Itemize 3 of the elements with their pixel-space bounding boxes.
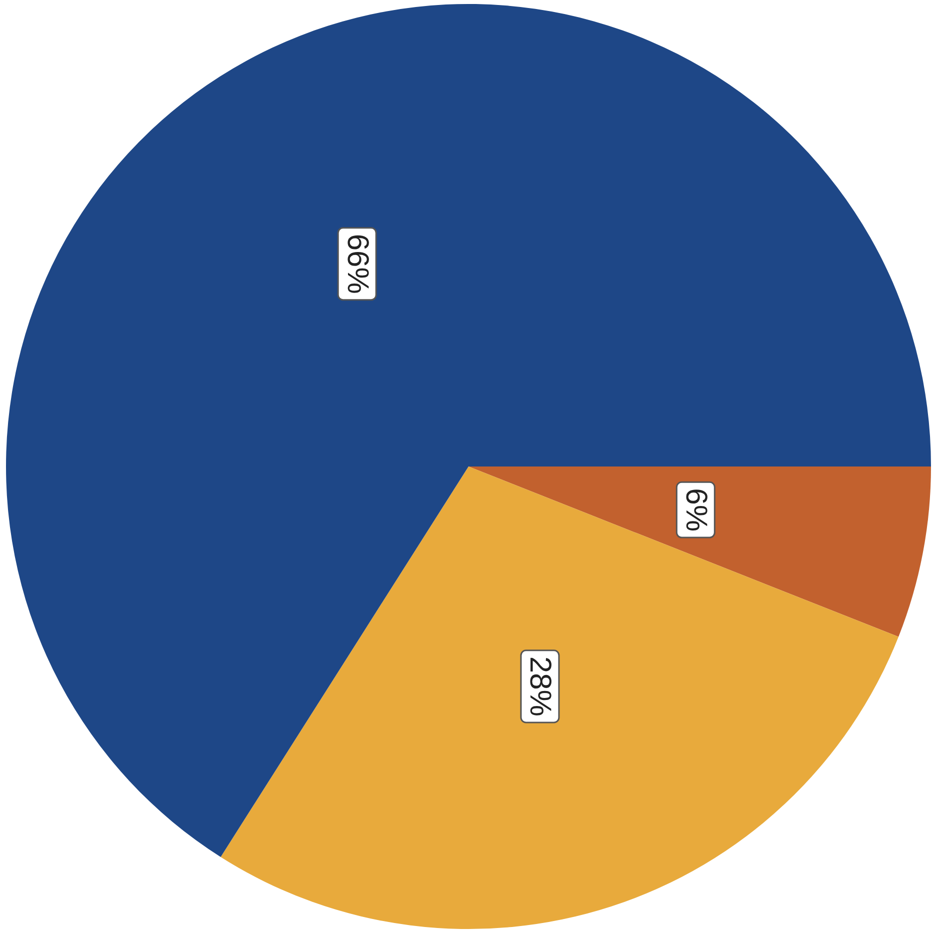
- data-label: 66%: [340, 234, 374, 294]
- data-label: 28%: [524, 656, 557, 716]
- data-label: 6%: [679, 488, 712, 532]
